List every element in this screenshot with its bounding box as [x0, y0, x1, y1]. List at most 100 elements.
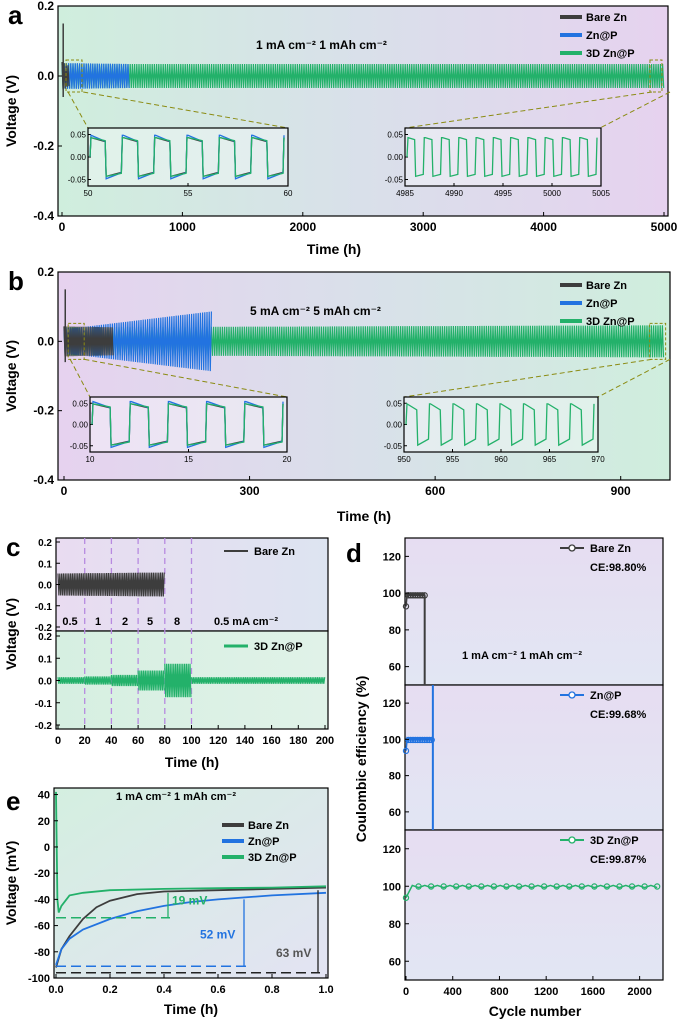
c-xtick-label: 80 [159, 735, 171, 747]
legend-label-bare-zn: Bare Zn [248, 820, 289, 832]
c-bottom-ytick-label: 0.1 [38, 654, 52, 665]
inset-b-right-xtick-label: 960 [494, 455, 508, 464]
e-ytick-label: -100 [28, 973, 50, 985]
zoom-link-b [84, 358, 288, 398]
d-1-ytick-label: 60 [389, 807, 401, 819]
ce-point-zn-p [402, 747, 410, 755]
legend-label-3d-zn-p: 3D Zn@P [586, 48, 635, 60]
inset-b-left-xtick-label: 20 [283, 455, 292, 464]
b-ytick-label: 0.0 [37, 334, 54, 348]
c-top-ytick-label: -0.2 [35, 623, 53, 634]
legend-label-zn-p: Zn@P [248, 836, 280, 848]
series-bare-zn [55, 886, 327, 968]
panel-label-b: b [8, 266, 24, 296]
x-axis-label-c: Time (h) [165, 754, 219, 770]
ce-point-3d-zn-p [578, 883, 586, 890]
x-axis-label-d: Cycle number [489, 1003, 582, 1019]
rate-label: 0.5 mA cm⁻² [214, 616, 278, 628]
d-2-ytick-label: 80 [389, 919, 401, 931]
ce-point-3d-zn-p [427, 883, 435, 890]
ce-point-3d-zn-p [440, 883, 447, 890]
rate-label: 8 [174, 616, 180, 628]
inset-a-right-ytick-label: 0.00 [387, 153, 403, 162]
ce-point-zn-p [428, 736, 435, 744]
zoom-link-b [597, 358, 671, 398]
b-ytick-label: -0.4 [33, 473, 54, 487]
plot-area-d-1 [404, 537, 664, 686]
ce-point-3d-zn-p [540, 883, 548, 890]
inset-b-right-xtick-label: 950 [397, 455, 411, 464]
a-xtick-label: 5000 [651, 220, 678, 234]
legend-marker-bare-zn [568, 544, 576, 552]
panel-a: a 1 mA cm⁻² 1 mAh cm⁻² Bare Zn Zn@P 3D Zn@… [3, 0, 678, 257]
d-xtick-label: 800 [490, 986, 508, 998]
c-xtick-label: 160 [262, 735, 280, 747]
e-xtick-label: 0.6 [210, 984, 225, 996]
x-axis-label-e: Time (h) [164, 1001, 218, 1017]
legend-label-zn-p: Zn@P [590, 690, 622, 702]
c-xtick-label: 0 [55, 735, 61, 747]
rate-label: 2 [122, 616, 128, 628]
series-zn-p [55, 891, 327, 966]
inset-a-right-ytick-label: 0.05 [387, 131, 403, 140]
inset-b-right-xtick-label: 970 [591, 455, 605, 464]
panel-label-e: e [6, 786, 20, 816]
c-bottom-ytick-label: 0.2 [38, 632, 52, 643]
x-axis-label-a: Time (h) [307, 241, 361, 257]
ce-value-3d-zn-p: CE:99.87% [590, 854, 646, 866]
ce-value-bare-zn: CE:98.80% [590, 562, 646, 574]
plot-area-b [57, 271, 671, 481]
ce-point-3d-zn-p [453, 883, 460, 890]
legend-label-zn-p: Zn@P [586, 298, 618, 310]
plot-area-d-2 [404, 684, 664, 831]
inset-a-left-ytick-label: -0.05 [68, 176, 87, 185]
series-3d-zn-p-segment [84, 676, 112, 685]
c-xtick-label: 40 [105, 735, 117, 747]
e-ytick-label: 20 [38, 816, 50, 828]
inset-a-left-frame [87, 127, 289, 187]
c-xtick-label: 120 [209, 735, 227, 747]
inset-a-right-curve-3d-zn-p [406, 136, 598, 178]
series-3d-zn-p-segment [164, 663, 192, 698]
b-xtick-label: 300 [240, 484, 260, 498]
ce-point-bare-zn [402, 603, 410, 610]
y-axis-label-d: Coulombic efficiency (%) [353, 676, 369, 842]
rate-label: 1 [95, 616, 101, 628]
overpotential-label-3d-zn-p: 19 mV [172, 894, 207, 908]
series-3d-zn-p [55, 791, 327, 913]
series-3d-zn-p-segment [57, 677, 85, 684]
series-bare-zn [63, 326, 114, 357]
e-ytick-label: -40 [34, 894, 50, 906]
b-xtick-label: 600 [425, 484, 445, 498]
c-top-ytick-label: -0.1 [35, 602, 53, 613]
inset-b-right-curve-3d-zn-p [405, 402, 595, 447]
d-1-ytick-label: 100 [383, 734, 401, 746]
overpotential-label-bare-zn: 63 mV [276, 946, 311, 960]
e-xtick-label: 1.0 [318, 984, 333, 996]
inset-a-left-ytick-label: 0.00 [70, 153, 86, 162]
inset-b-left-xtick-label: 10 [86, 455, 95, 464]
inset-b-left-ytick-label: 0.05 [72, 399, 88, 408]
d-2-ytick-label: 60 [389, 956, 401, 968]
d-xtick-label: 1200 [534, 986, 558, 998]
inset-a-right-xtick-label: 4995 [494, 189, 512, 198]
inset-b-right-frame [403, 396, 599, 453]
c-top-ytick-label: 0.2 [38, 538, 52, 549]
panel-label-c: c [6, 532, 20, 562]
c-xtick-label: 180 [289, 735, 307, 747]
legend-label-3d-zn-p: 3D Zn@P [248, 852, 297, 864]
panel-e: e 19 mV 52 mV 63 mV 1 mA cm⁻² 1 mAh cm⁻² B… [3, 786, 334, 1017]
inset-b-right-ytick-label: 0.05 [386, 399, 402, 408]
series-3d-zn-p [61, 63, 665, 89]
e-ytick-label: 40 [38, 790, 50, 802]
condition-label-d: 1 mA cm⁻² 1 mAh cm⁻² [462, 650, 582, 662]
inset-a-left-xtick-label: 50 [84, 189, 93, 198]
zoom-link-a [404, 91, 653, 129]
ce-point-3d-zn-p [628, 883, 636, 890]
ce-point-3d-zn-p [465, 883, 472, 890]
ce-point-3d-zn-p [641, 883, 648, 890]
a-xtick-label: 3000 [410, 220, 437, 234]
e-xtick-label: 0.2 [102, 984, 117, 996]
series-3d-zn-p-segment [190, 677, 326, 684]
d-xtick-label: 2000 [627, 986, 651, 998]
